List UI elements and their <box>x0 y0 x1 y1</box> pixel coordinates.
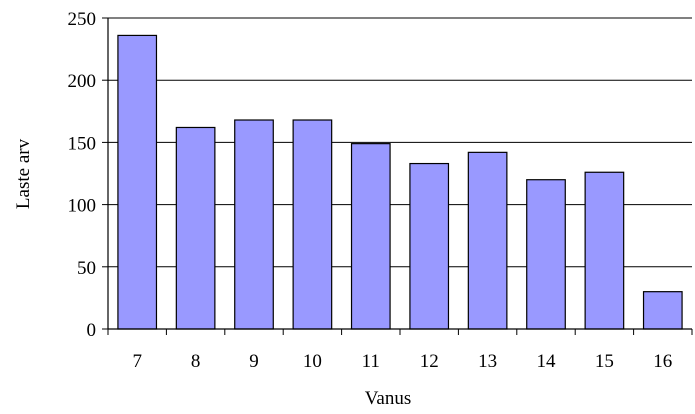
bar <box>175 126 216 330</box>
y-tick-label: 150 <box>68 133 97 154</box>
x-axis-title: Vanus <box>365 388 411 409</box>
x-tick-label: 14 <box>537 351 557 372</box>
bar <box>409 162 450 330</box>
bar <box>584 171 625 330</box>
y-tick-label: 50 <box>77 258 96 279</box>
bar <box>117 34 158 330</box>
bar <box>526 179 566 330</box>
y-tick-label: 100 <box>68 196 97 217</box>
y-tick-label: 250 <box>68 9 97 30</box>
x-tick-label: 7 <box>132 351 142 372</box>
x-tick-label: 8 <box>191 351 201 372</box>
x-tick-label: 9 <box>249 351 259 372</box>
y-axis-title: Laste arv <box>13 138 34 209</box>
x-tick-label: 15 <box>595 351 614 372</box>
x-tick-label: 12 <box>420 351 439 372</box>
bar <box>467 151 508 330</box>
bar <box>642 291 683 330</box>
bar <box>234 119 274 330</box>
y-tick-label: 0 <box>87 320 97 341</box>
bar <box>350 143 391 330</box>
bar <box>292 119 333 330</box>
y-tick-label: 200 <box>68 71 97 92</box>
tick-labels: 0 50 100 150 200 250 7 8 9 10 11 12 13 14 15 16 <box>68 9 673 372</box>
x-tick-label: 13 <box>478 351 497 372</box>
x-tick-label: 11 <box>362 351 380 372</box>
x-tick-label: 10 <box>303 351 322 372</box>
x-tick-label: 16 <box>653 351 672 372</box>
bars <box>117 34 683 330</box>
axes <box>102 17 693 335</box>
